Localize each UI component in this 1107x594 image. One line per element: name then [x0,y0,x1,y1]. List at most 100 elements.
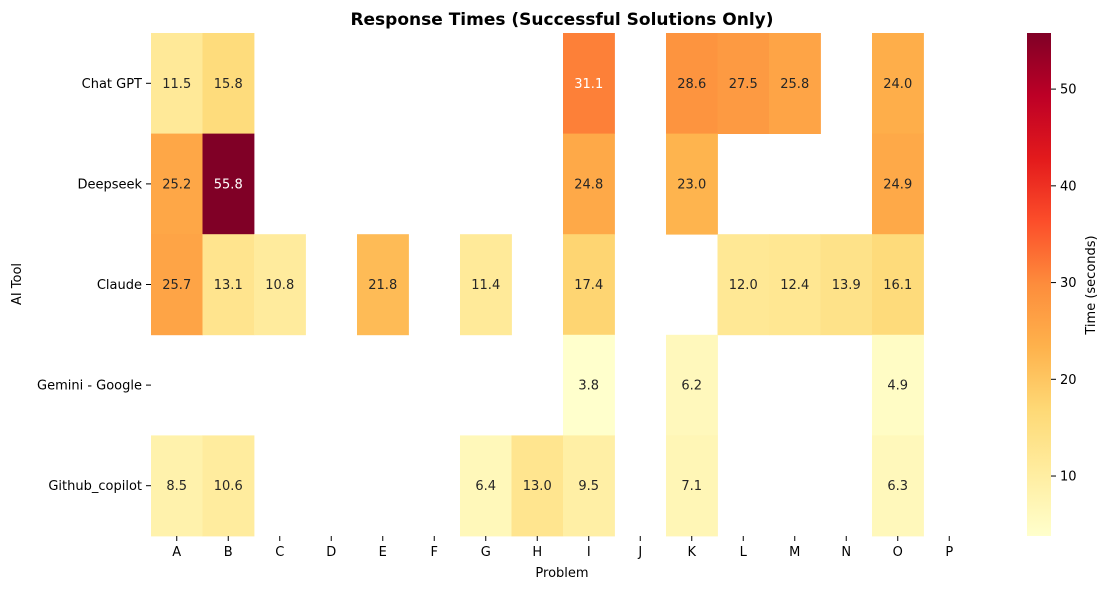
colorbar-ticks: 10 20 30 40 50 [1051,83,1077,485]
heatmap-cell [872,33,924,134]
cell-value-label: 10.8 [265,278,294,293]
cell-value-label: 13.1 [214,278,243,293]
colorbar-tick-label: 50 [1060,83,1077,98]
x-axis-label: Problem [535,566,588,581]
x-tick-label: G [481,545,491,560]
heatmap-cell [717,234,770,336]
heatmap-cell [666,133,718,235]
cell-value-label: 4.9 [887,379,908,394]
x-tick-label: N [841,545,851,560]
x-tick-label: F [431,545,438,560]
heatmap-cell [202,435,255,537]
colorbar-tick-label: 20 [1060,373,1077,388]
heatmap-cell [872,435,924,537]
chart-title: Response Times (Successful Solutions Onl… [350,10,773,30]
y-tick-label: Github_copilot [48,479,142,494]
x-tick-label: M [789,545,800,560]
cell-value-label: 31.1 [574,77,603,92]
x-tick-label: L [740,545,748,560]
x-tick-label: D [326,545,336,560]
cell-value-label: 6.2 [681,379,702,394]
cell-value-label: 21.8 [368,278,397,293]
cell-value-label: 12.0 [729,278,758,293]
cell-value-label: 8.5 [166,479,187,494]
y-axis-label: AI Tool [10,263,25,305]
cell-annotations: 11.5 15.8 31.1 28.6 27.5 25.8 24.0 25.2 55.8 24.8… [162,77,912,494]
heatmap-cell [563,234,615,336]
colorbar [1027,33,1051,536]
heatmap-cell [202,234,255,336]
cell-value-label: 24.8 [574,177,603,192]
cell-value-label: 25.8 [780,77,809,92]
x-tick-label: C [275,545,284,560]
heatmap-cell [511,435,564,537]
heatmap-cell [717,33,770,134]
cell-value-label: 11.4 [471,278,500,293]
cell-value-label: 13.0 [523,479,552,494]
y-tick-label: Chat GPT [82,77,142,92]
heatmap-cell [666,435,718,537]
cell-value-label: 13.9 [832,278,861,293]
heatmap-cell [872,133,924,235]
cell-value-label: 23.0 [677,177,706,192]
x-tick-label: I [587,545,591,560]
y-tick-label: Deepseek [77,177,142,192]
cell-value-label: 25.2 [162,177,191,192]
heatmap-cell [563,133,615,235]
heatmap-cell [872,234,924,336]
colorbar-tick-label: 30 [1060,276,1077,291]
cell-value-label: 28.6 [677,77,706,92]
x-axis-ticks: A B C D E F G H I J K L M N O P [172,536,953,560]
heatmap-cell [202,33,255,134]
colorbar-label: Time (seconds) [1084,235,1099,335]
heatmap-cell [769,234,821,336]
heatmap-cell [563,33,615,134]
heatmap-cell [151,33,203,134]
heatmap-cell [872,334,924,436]
cell-value-label: 15.8 [214,77,243,92]
heatmap-cell [769,33,821,134]
heatmap-cell [563,435,615,537]
heatmap-cell [563,334,615,436]
cell-value-label: 9.5 [578,479,599,494]
heatmap-cell [151,133,203,235]
heatmap-cell [151,435,203,537]
x-tick-label: E [379,545,387,560]
x-tick-label: B [224,545,233,560]
heatmap-cell [460,234,512,336]
cell-value-label: 6.3 [887,479,908,494]
heatmap-cells [151,33,924,537]
cell-value-label: 11.5 [162,77,191,92]
x-tick-label: O [893,545,903,560]
cell-value-label: 27.5 [729,77,758,92]
x-tick-label: A [172,545,181,560]
cell-value-label: 16.1 [883,278,912,293]
heatmap-cell [254,234,306,336]
heatmap-cell [202,133,255,235]
colorbar-tick-label: 10 [1060,470,1077,485]
y-tick-label: Gemini - Google [37,379,142,394]
cell-value-label: 24.9 [883,177,912,192]
x-tick-label: P [945,545,953,560]
y-axis-ticks: Chat GPT Deepseek Claude Gemini - Google Git… [37,77,151,494]
heatmap-cell [460,435,512,537]
cell-value-label: 25.7 [162,278,191,293]
cell-value-label: 10.6 [214,479,243,494]
cell-value-label: 3.8 [578,379,599,394]
cell-value-label: 7.1 [681,479,702,494]
x-tick-label: K [687,545,696,560]
y-tick-label: Claude [97,278,142,293]
cell-value-label: 17.4 [574,278,603,293]
heatmap-cell [357,234,409,336]
x-tick-label: J [637,545,642,560]
colorbar-tick-label: 40 [1060,179,1077,194]
heatmap-cell [666,33,718,134]
x-tick-label: H [532,545,542,560]
cell-value-label: 24.0 [883,77,912,92]
heatmap-cell [151,234,203,336]
heatmap-cell [666,334,718,436]
cell-value-label: 12.4 [780,278,809,293]
cell-value-label: 55.8 [214,177,243,192]
